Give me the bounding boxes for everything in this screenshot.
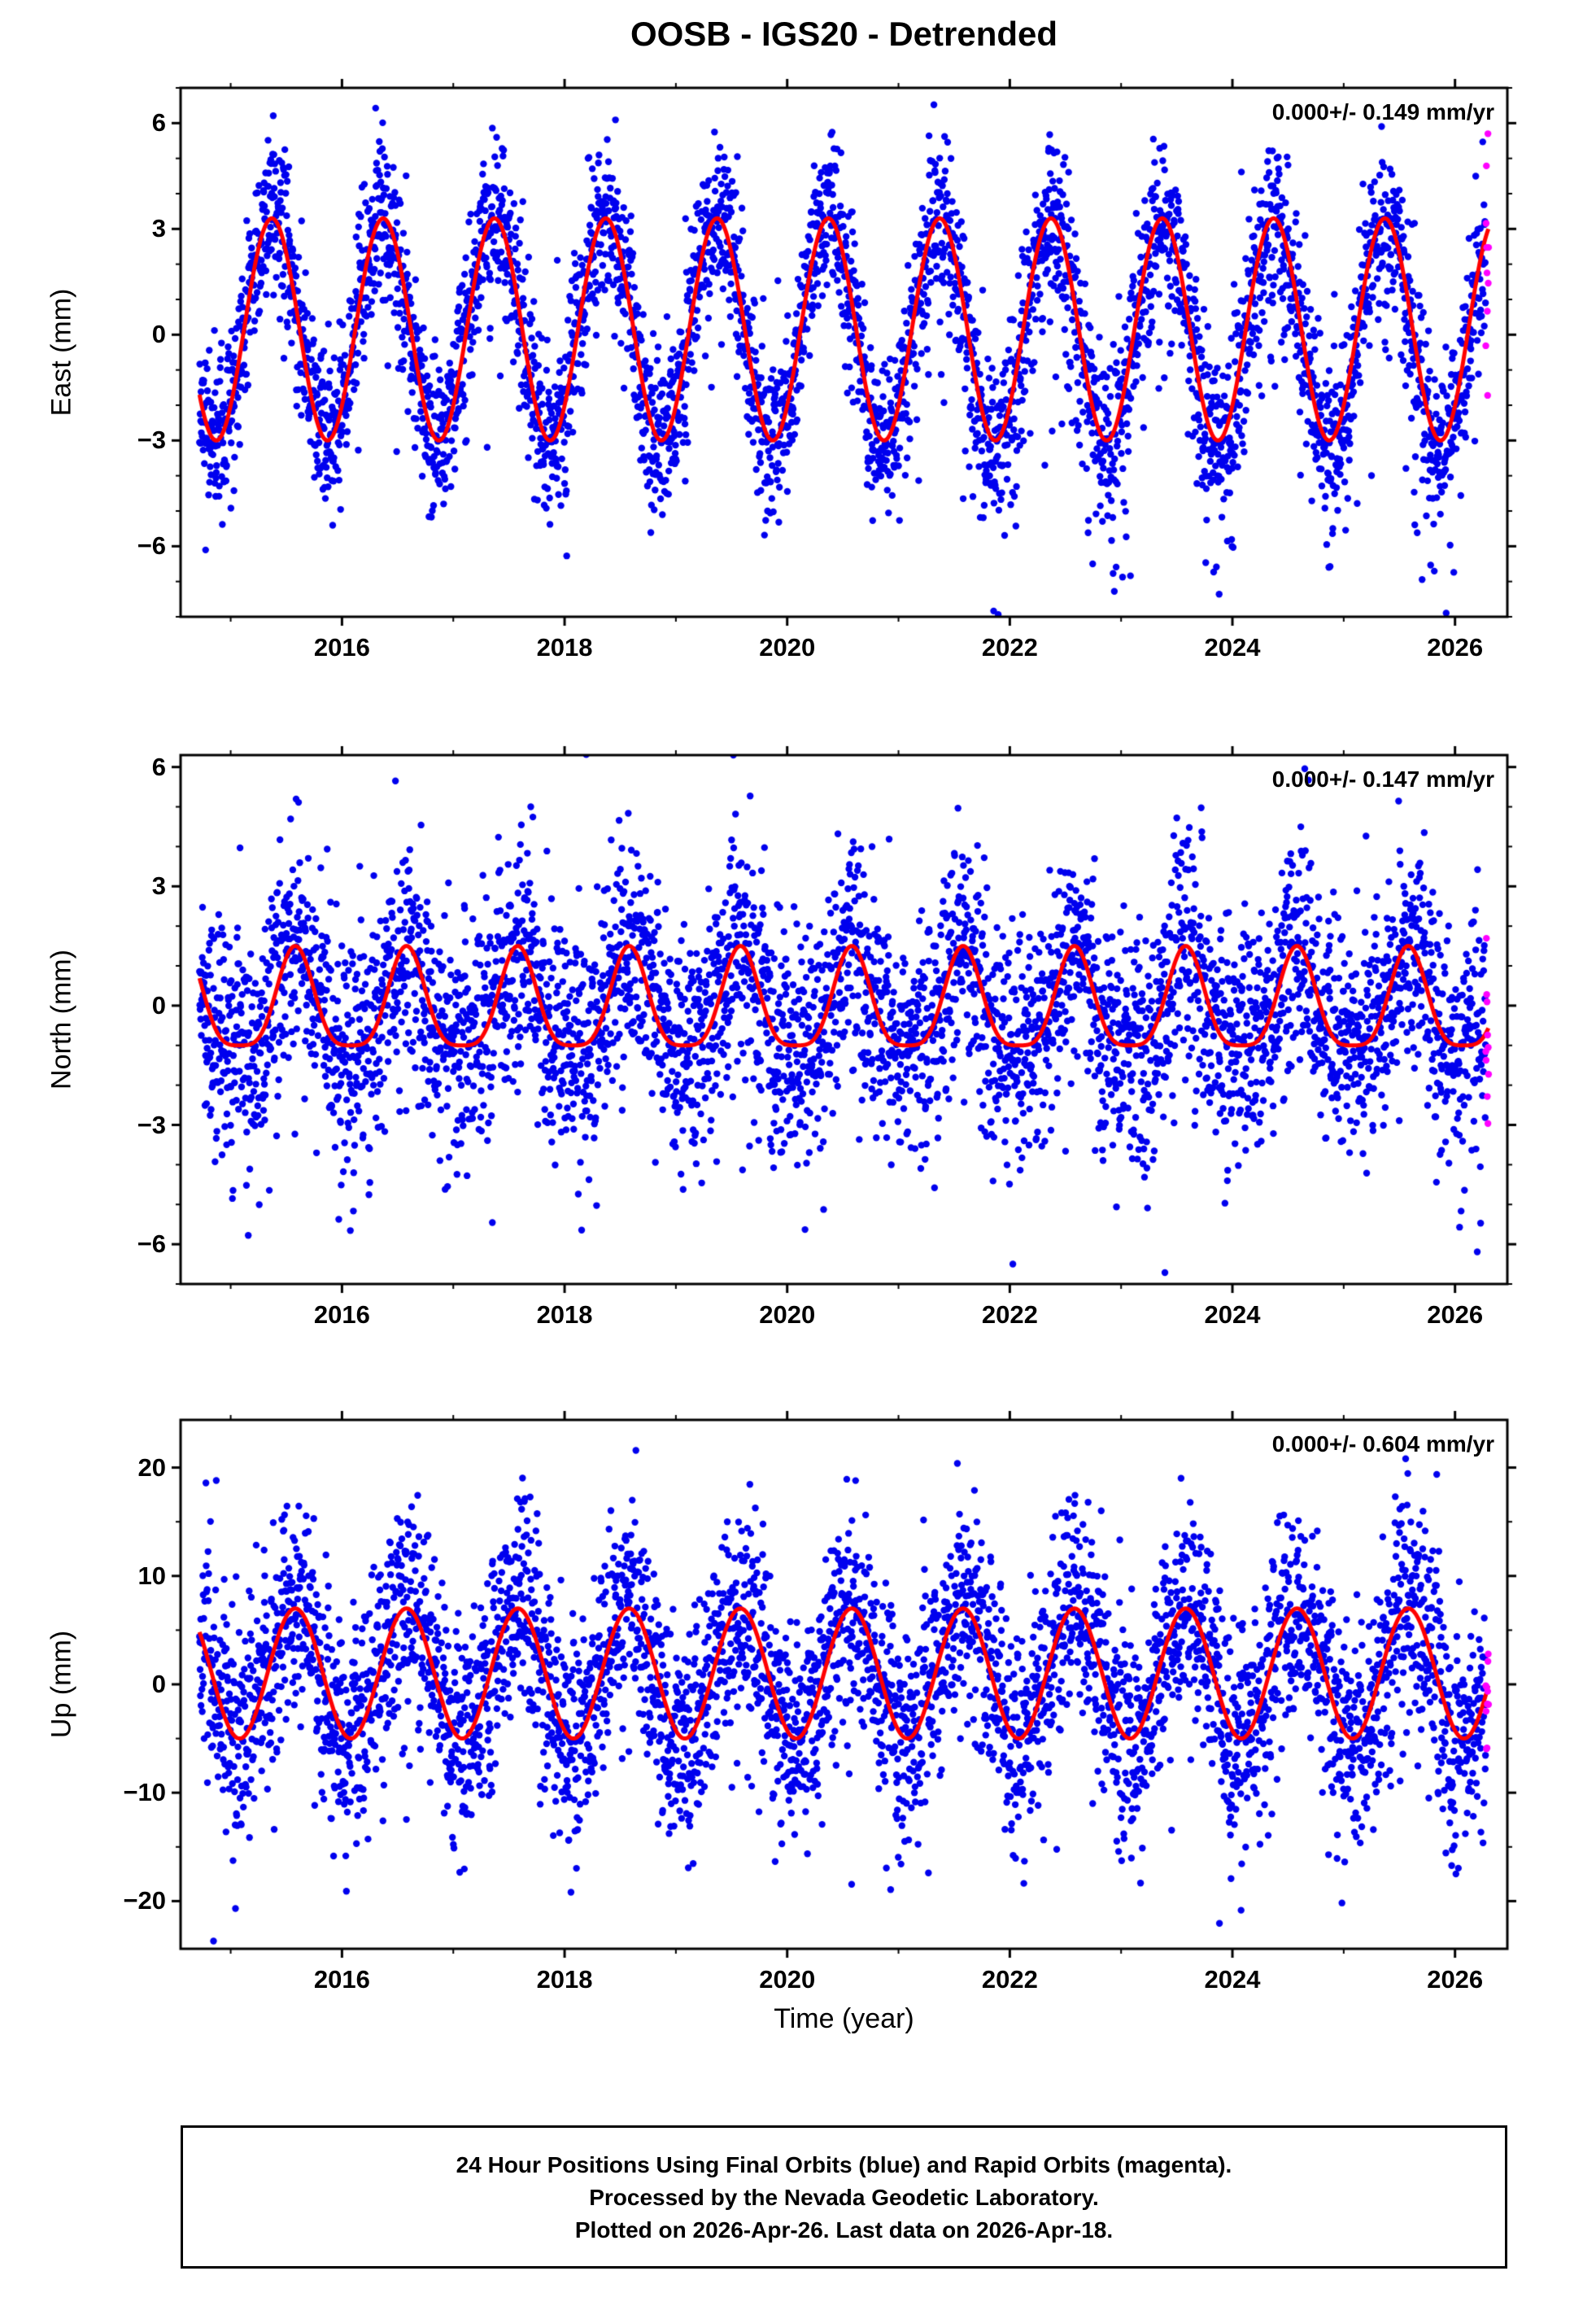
up-x-tick-label: 2022 xyxy=(981,1965,1038,1994)
up-plot-canvas xyxy=(159,1399,1528,1970)
up-x-tick-label: 2020 xyxy=(759,1965,816,1994)
east-y-tick-label: 6 xyxy=(151,108,166,138)
footer-line-1: 24 Hour Positions Using Final Orbits (bl… xyxy=(456,2152,1232,2177)
north-plot-canvas xyxy=(159,734,1528,1305)
north-x-tick-label: 2020 xyxy=(759,1300,816,1329)
up-x-tick-label: 2018 xyxy=(536,1965,593,1994)
footer-line-3: Plotted on 2026-Apr-26. Last data on 202… xyxy=(574,2217,1114,2243)
east-y-tick-label: 0 xyxy=(151,320,166,349)
north-x-tick-label: 2022 xyxy=(981,1300,1038,1329)
up-x-tick-label: 2026 xyxy=(1427,1965,1484,1994)
north-y-tick-label: −6 xyxy=(137,1229,166,1259)
up-x-tick-label: 2016 xyxy=(313,1965,370,1994)
up-x-tick-label: 2024 xyxy=(1204,1965,1261,1994)
north-y-tick-label: 0 xyxy=(151,990,166,1020)
east-rate-annotation: 0.000+/- 0.149 mm/yr xyxy=(1271,99,1494,124)
footer-line-2: Processed by the Nevada Geodetic Laborat… xyxy=(589,2185,1099,2210)
footer-box: 24 Hour Positions Using Final Orbits (bl… xyxy=(181,2125,1507,2269)
east-axis-label: East (mm) xyxy=(46,288,77,417)
up-y-tick-label: 20 xyxy=(137,1452,166,1482)
north-y-tick-label: 3 xyxy=(151,871,166,901)
east-plot-canvas xyxy=(159,67,1528,638)
east-x-tick-label: 2024 xyxy=(1204,633,1261,662)
east-x-tick-label: 2018 xyxy=(536,633,593,662)
up-rate-annotation: 0.000+/- 0.604 mm/yr xyxy=(1271,1431,1494,1457)
page-title: OOSB - IGS20 - Detrended xyxy=(630,15,1058,53)
east-y-tick-label: −3 xyxy=(137,426,166,455)
up-y-tick-label: −10 xyxy=(123,1778,166,1807)
east-x-tick-label: 2022 xyxy=(981,633,1038,662)
up-y-tick-label: −20 xyxy=(123,1886,166,1915)
east-y-tick-label: 3 xyxy=(151,214,166,243)
north-x-tick-label: 2016 xyxy=(313,1300,370,1329)
east-y-tick-label: −6 xyxy=(137,531,166,561)
east-x-tick-label: 2020 xyxy=(759,633,816,662)
north-x-tick-label: 2024 xyxy=(1204,1300,1261,1329)
east-x-tick-label: 2026 xyxy=(1427,633,1484,662)
north-y-tick-label: 6 xyxy=(151,752,166,781)
north-x-tick-label: 2018 xyxy=(536,1300,593,1329)
north-rate-annotation: 0.000+/- 0.147 mm/yr xyxy=(1271,766,1494,792)
north-y-tick-label: −3 xyxy=(137,1110,166,1139)
north-axis-label: North (mm) xyxy=(46,950,77,1090)
up-y-tick-label: 10 xyxy=(137,1561,166,1590)
north-x-tick-label: 2026 xyxy=(1427,1300,1484,1329)
up-axis-label: Up (mm) xyxy=(46,1630,77,1739)
east-x-tick-label: 2016 xyxy=(313,633,370,662)
up-y-tick-label: 0 xyxy=(151,1670,166,1698)
time-axis-label: Time (year) xyxy=(774,2003,914,2034)
